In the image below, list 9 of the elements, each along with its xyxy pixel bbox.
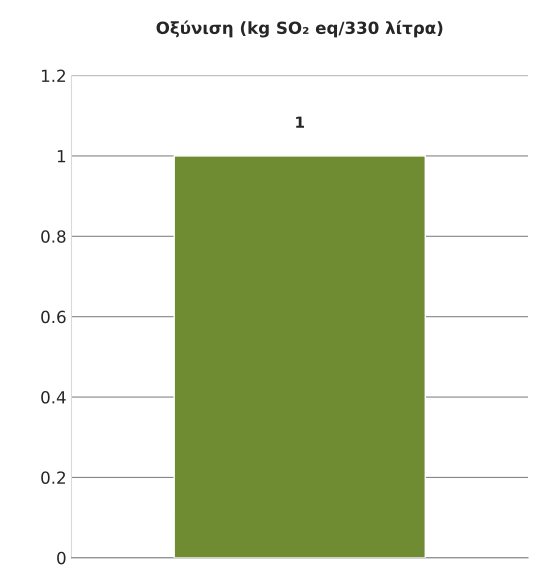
y-tick-label: 0 [57,552,66,564]
y-tick-label: 0.6 [41,310,66,324]
y-tick-label: 1.2 [42,69,65,82]
y-tick-label: 1 [58,150,66,162]
y-tick-label: 0.8 [41,230,66,243]
y-tick-label: 0.2 [41,471,65,484]
data-label: 1 [296,116,304,128]
chart-title: Οξύνιση (kg SO₂ eq/330 λίτρα) [156,20,442,38]
y-tick-label: 0.4 [41,390,66,404]
